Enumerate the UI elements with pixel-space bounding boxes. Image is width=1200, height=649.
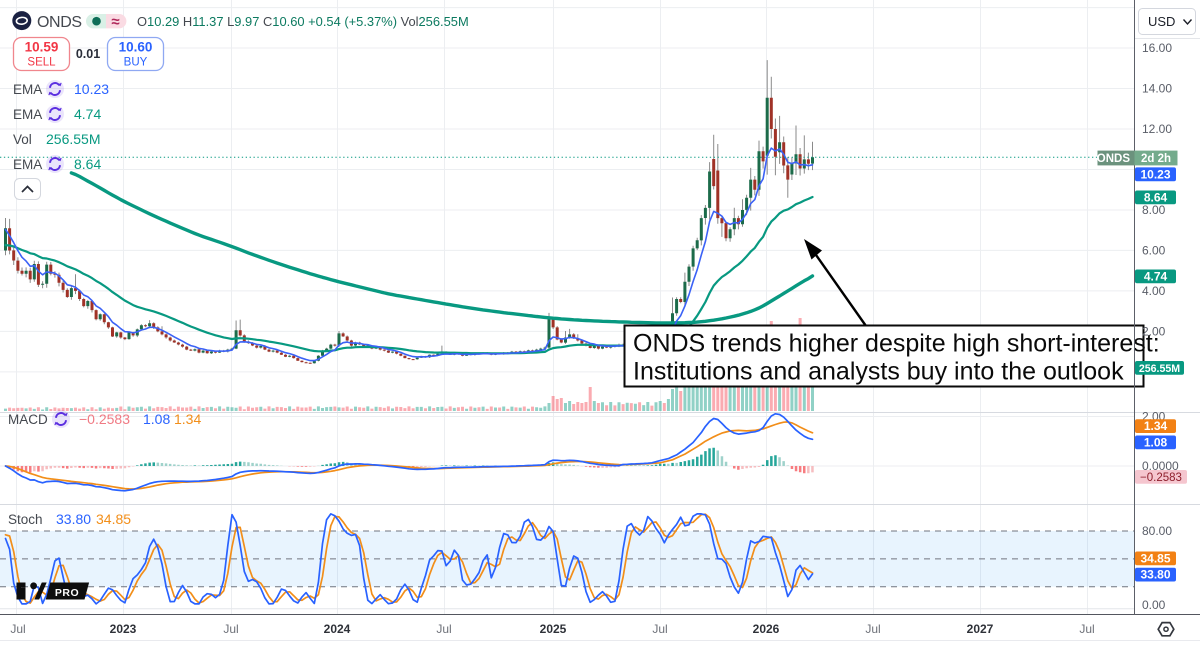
svg-text:ONDS: ONDS	[1097, 153, 1131, 165]
svg-text:PRO: PRO	[55, 587, 79, 599]
svg-text:USD: USD	[1148, 14, 1175, 29]
svg-text:8.64: 8.64	[1144, 190, 1168, 204]
svg-text:256.55M: 256.55M	[1139, 363, 1180, 375]
svg-text:Jul: Jul	[436, 622, 451, 636]
svg-text:6.00: 6.00	[1142, 243, 1166, 257]
svg-text:EMA: EMA	[13, 82, 42, 97]
svg-text:80.00: 80.00	[1142, 524, 1172, 538]
svg-text:4.74: 4.74	[1144, 269, 1168, 283]
svg-text:34.85: 34.85	[1140, 551, 1170, 565]
svg-text:2024: 2024	[324, 622, 351, 636]
svg-text:33.80: 33.80	[1140, 568, 1170, 582]
svg-text:−0.2583: −0.2583	[79, 411, 130, 427]
svg-text:1.34: 1.34	[1144, 419, 1168, 433]
svg-text:0.00: 0.00	[1142, 598, 1166, 612]
svg-text:Jul: Jul	[223, 622, 238, 636]
svg-text:ONDS: ONDS	[37, 14, 82, 31]
svg-text:EMA: EMA	[13, 157, 42, 172]
svg-text:EMA: EMA	[13, 107, 42, 122]
svg-text:14.00: 14.00	[1142, 82, 1172, 96]
svg-text:2026: 2026	[753, 622, 780, 636]
svg-text:1.08: 1.08	[143, 411, 170, 427]
svg-text:BUY: BUY	[124, 57, 148, 69]
svg-text:≈: ≈	[111, 14, 119, 31]
svg-text:34.85: 34.85	[96, 511, 131, 527]
svg-text:2025: 2025	[540, 622, 567, 636]
svg-text:Jul: Jul	[10, 622, 25, 636]
svg-text:2027: 2027	[967, 622, 994, 636]
svg-text:8.64: 8.64	[74, 156, 101, 172]
svg-text:2d 2h: 2d 2h	[1141, 153, 1171, 165]
svg-text:10.59: 10.59	[25, 40, 59, 55]
svg-text:4.74: 4.74	[74, 106, 101, 122]
svg-text:O10.29 H11.37 L9.97 C10.60 +0.: O10.29 H11.37 L9.97 C10.60 +0.54 (+5.37%…	[137, 14, 469, 29]
svg-text:33.80: 33.80	[56, 511, 91, 527]
svg-text:−0.2583: −0.2583	[1140, 472, 1182, 484]
svg-text:1.34: 1.34	[174, 411, 201, 427]
svg-text:10.23: 10.23	[1140, 167, 1170, 181]
svg-text:8.00: 8.00	[1142, 203, 1166, 217]
svg-text:256.55M: 256.55M	[46, 131, 100, 147]
svg-text:ONDS trends higher despite hig: ONDS trends higher despite high short-in…	[633, 330, 1160, 358]
svg-text:Jul: Jul	[1079, 622, 1094, 636]
svg-text:1.08: 1.08	[1144, 435, 1168, 449]
svg-text:Vol: Vol	[13, 132, 32, 147]
svg-text:4.00: 4.00	[1142, 284, 1166, 298]
svg-text:2023: 2023	[110, 622, 137, 636]
svg-text:Stoch: Stoch	[8, 512, 43, 527]
svg-text:10.60: 10.60	[119, 40, 153, 55]
svg-text:Jul: Jul	[865, 622, 880, 636]
svg-text:10.23: 10.23	[74, 81, 109, 97]
svg-text:Jul: Jul	[652, 622, 667, 636]
svg-text:16.00: 16.00	[1142, 41, 1172, 55]
svg-text:Institutions and analysts buy: Institutions and analysts buy into the o…	[633, 358, 1124, 386]
svg-text:MACD: MACD	[8, 412, 48, 427]
svg-text:0.0000: 0.0000	[1142, 459, 1179, 473]
svg-text:SELL: SELL	[27, 57, 56, 69]
svg-text:0.01: 0.01	[76, 47, 100, 61]
svg-text:12.00: 12.00	[1142, 122, 1172, 136]
svg-text:2.00: 2.00	[1142, 324, 1166, 338]
